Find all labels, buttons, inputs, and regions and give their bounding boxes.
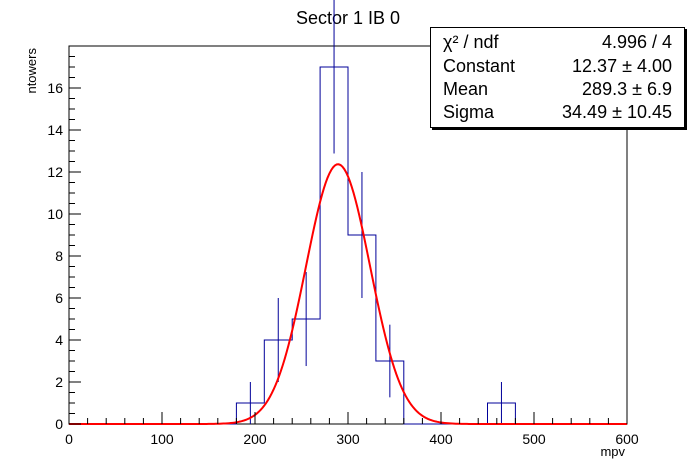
y-tick-label: 0 (55, 416, 63, 432)
y-tick-label: 8 (55, 248, 63, 264)
stats-row-mean: Mean 289.3 ± 6.9 (431, 79, 684, 101)
x-tick-label: 300 (336, 431, 360, 447)
x-tick-label: 0 (65, 431, 73, 447)
chart-title: Sector 1 IB 0 (296, 8, 400, 28)
mean-value: 289.3 ± 6.9 (582, 79, 672, 99)
x-tick-label: 500 (522, 431, 546, 447)
x-axis-label: mpv (600, 444, 625, 459)
fit-stats-box: χ² / ndf 4.996 / 4 Constant 12.37 ± 4.00… (430, 27, 685, 128)
y-tick-label: 4 (55, 332, 63, 348)
y-tick-label: 14 (47, 122, 63, 138)
constant-value: 12.37 ± 4.00 (572, 56, 672, 76)
stats-row-sigma: Sigma 34.49 ± 10.45 (431, 102, 684, 124)
sigma-label: Sigma (443, 102, 495, 122)
stats-row-constant: Constant 12.37 ± 4.00 (431, 56, 684, 78)
x-tick-label: 400 (429, 431, 453, 447)
mean-label: Mean (443, 79, 489, 99)
chi2-label: χ² / ndf (443, 32, 499, 52)
y-tick-label: 6 (55, 290, 63, 306)
x-tick-label: 600 (615, 431, 639, 447)
y-tick-label: 10 (47, 206, 63, 222)
x-tick-label: 100 (150, 431, 174, 447)
y-tick-label: 2 (55, 374, 63, 390)
x-tick-label: 200 (243, 431, 267, 447)
chi2-value: 4.996 / 4 (601, 32, 672, 52)
stats-row-chi2: χ² / ndf 4.996 / 4 (431, 32, 684, 54)
sigma-value: 34.49 ± 10.45 (562, 102, 672, 122)
y-axis-label: ntowers (24, 48, 39, 94)
constant-label: Constant (443, 56, 516, 76)
y-tick-label: 16 (47, 80, 63, 96)
y-tick-label: 12 (47, 164, 63, 180)
